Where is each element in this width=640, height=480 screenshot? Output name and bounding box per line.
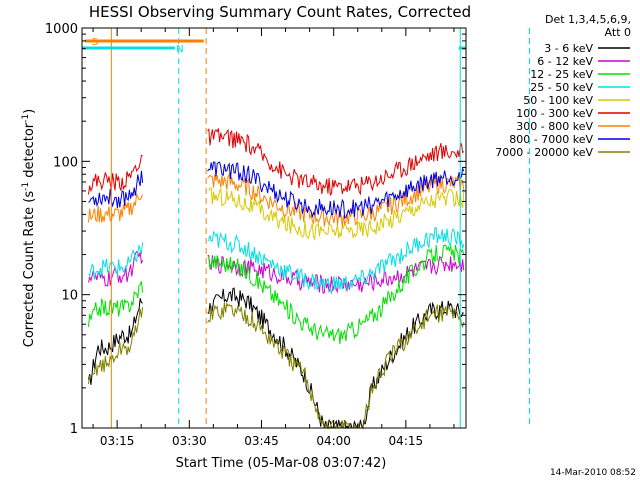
y-tick-label-2: 10	[61, 289, 78, 304]
series-line-7	[88, 172, 465, 227]
flag-label-2: N	[176, 44, 183, 55]
legend-label-3: 12 - 25 keV	[530, 68, 593, 81]
y-tick-label-3: 100	[53, 155, 78, 170]
y-axis-label: Corrected Count Rate (s-1 detector-1)	[21, 109, 37, 347]
axes: 03:15 03:30 03:45 04:00 04:15 1 10 100 1000	[45, 22, 466, 448]
legend-header-line-1: Det 1,3,4,5,6,9,	[545, 13, 631, 26]
series-line-8	[88, 161, 465, 219]
y-tick-label-1: 1	[70, 422, 78, 437]
legend-label-5: 50 - 100 keV	[523, 94, 593, 107]
x-tick-label-5: 04:15	[389, 434, 424, 448]
y-axis-label-mid: detector	[22, 122, 37, 182]
x-tick-label-4: 04:00	[316, 434, 351, 448]
series-line-1	[88, 287, 464, 430]
y-axis-label-end: )	[22, 109, 37, 114]
x-axis-label: Start Time (05-Mar-08 03:07:42)	[176, 456, 387, 471]
flag-label-1: S	[92, 37, 98, 48]
y-tick-label-4: 1000	[45, 22, 78, 37]
legend-label-7: 300 - 800 keV	[516, 120, 593, 133]
y-axis-label-main: Corrected Count Rate (s	[22, 191, 37, 348]
plot-frame	[81, 27, 467, 429]
series-line-9	[88, 301, 465, 430]
legend-label-2: 6 - 12 keV	[537, 55, 593, 68]
series-line-3	[88, 244, 465, 345]
legend-label-1: 3 - 6 keV	[544, 42, 593, 55]
series-line-4	[88, 227, 465, 296]
y-axis-label-sup1: -1	[21, 182, 31, 191]
legend-label-8: 800 - 7000 keV	[509, 133, 593, 146]
footer-timestamp: 14-Mar-2010 08:52	[550, 468, 636, 478]
x-tick-label-1: 03:15	[100, 434, 135, 448]
series-layer	[88, 128, 465, 430]
x-tick-label-3: 03:45	[244, 434, 279, 448]
series-line-5	[208, 186, 465, 241]
x-tick-label-2: 03:30	[172, 434, 207, 448]
legend-label-6: 100 - 300 keV	[516, 107, 593, 120]
flag-bars: SN	[82, 37, 466, 55]
chart-title: HESSI Observing Summary Count Rates, Cor…	[89, 3, 471, 21]
legend-label-4: 25 - 50 keV	[530, 81, 593, 94]
marker-lines	[110, 28, 531, 428]
y-axis-label-sup2: -1	[21, 114, 31, 123]
series-line-6	[88, 128, 465, 197]
legend-label-9: 7000 - 20000 keV	[495, 146, 593, 159]
legend-header-line-2: Att 0	[605, 26, 631, 39]
